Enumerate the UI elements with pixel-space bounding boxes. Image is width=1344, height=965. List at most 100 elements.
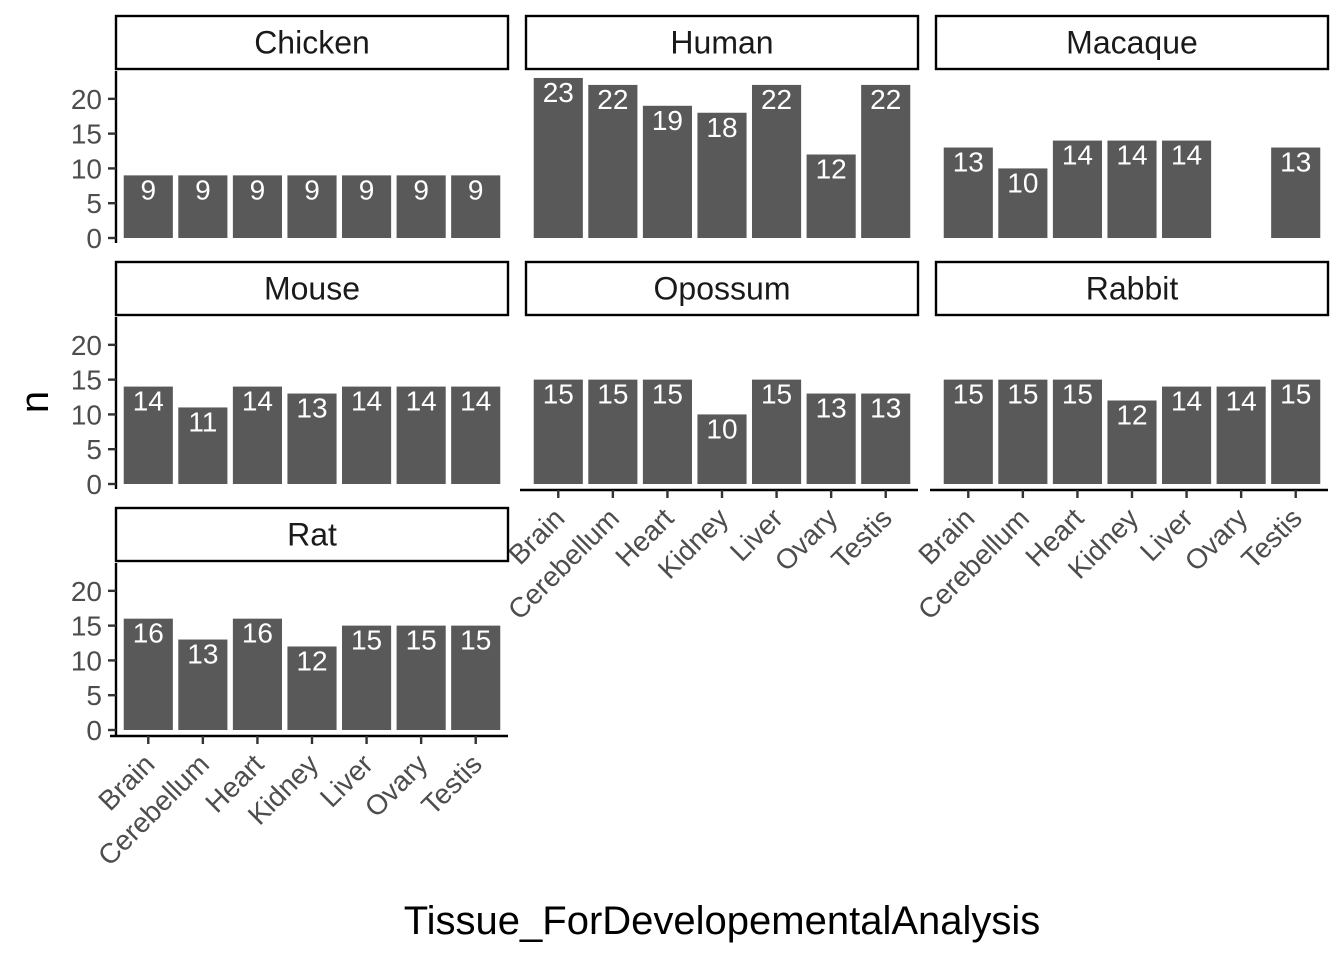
facet-strip-label-chicken: Chicken (254, 25, 370, 61)
facet-strip-label-opossum: Opossum (654, 271, 791, 307)
bar-label-chicken-cerebellum: 9 (195, 174, 211, 205)
bar-rabbit-cerebellum (998, 379, 1048, 484)
x-tick-label-opossum-testis: Testis (825, 502, 898, 575)
facet-strip-human (524, 14, 920, 71)
bar-mouse-heart (232, 386, 282, 484)
bar-label-chicken-heart: 9 (250, 174, 266, 205)
x-tick-label-rabbit-ovary: Ovary (1179, 502, 1254, 577)
facet-strip-chicken (114, 14, 510, 71)
bar-opossum-brain (533, 379, 583, 484)
bar-opossum-liver (752, 379, 802, 484)
y-tick-label-chicken-0: 0 (86, 223, 102, 254)
bar-rat-liver (342, 625, 392, 730)
bar-label-rat-liver: 15 (351, 625, 382, 656)
bar-mouse-ovary (396, 386, 446, 484)
bar-rabbit-testis (1271, 379, 1321, 484)
bar-label-rabbit-ovary: 14 (1226, 386, 1257, 417)
bar-opossum-kidney (697, 414, 747, 484)
bar-macaque-brain (943, 147, 993, 238)
x-axis-title: Tissue_ForDevelopementalAnalysis (404, 899, 1041, 943)
bar-rabbit-liver (1162, 386, 1212, 484)
bar-label-macaque-kidney: 14 (1116, 140, 1147, 171)
y-tick-label-rat-20: 20 (71, 576, 102, 607)
bar-mouse-brain (123, 386, 173, 484)
bar-macaque-cerebellum (998, 168, 1048, 238)
facet-strip-macaque (934, 14, 1330, 71)
bar-label-chicken-liver: 9 (359, 174, 375, 205)
bar-label-rabbit-kidney: 12 (1116, 400, 1147, 431)
bar-label-chicken-ovary: 9 (413, 174, 429, 205)
bar-label-opossum-heart: 15 (652, 379, 683, 410)
facet-strip-opossum (524, 260, 920, 317)
bar-label-rat-testis: 15 (460, 625, 491, 656)
bar-label-opossum-brain: 15 (543, 379, 574, 410)
bar-label-macaque-brain: 13 (953, 147, 984, 178)
bar-human-heart (642, 105, 692, 239)
bar-label-rabbit-brain: 15 (953, 379, 984, 410)
facet-strip-label-rat: Rat (287, 517, 337, 553)
y-tick-label-mouse-5: 5 (86, 434, 102, 465)
bar-rabbit-kidney (1107, 400, 1157, 484)
bar-chicken-brain (123, 175, 173, 238)
bar-rabbit-brain (943, 379, 993, 484)
bar-label-mouse-testis: 14 (460, 386, 491, 417)
bar-human-kidney (697, 112, 747, 238)
x-tick-label-rat-ovary: Ovary (359, 748, 434, 823)
bar-rabbit-heart (1052, 379, 1102, 484)
bar-label-mouse-kidney: 13 (296, 393, 327, 424)
bar-label-rat-cerebellum: 13 (187, 639, 218, 670)
bar-label-mouse-brain: 14 (133, 386, 164, 417)
bar-label-mouse-heart: 14 (242, 386, 273, 417)
bar-label-rabbit-cerebellum: 15 (1007, 379, 1038, 410)
bar-rat-brain (123, 618, 173, 730)
bar-mouse-testis (451, 386, 501, 484)
bar-mouse-liver (342, 386, 392, 484)
y-tick-label-mouse-10: 10 (71, 399, 102, 430)
bar-rabbit-ovary (1216, 386, 1266, 484)
bar-label-rabbit-testis: 15 (1280, 379, 1311, 410)
bar-label-macaque-heart: 14 (1062, 140, 1093, 171)
bar-label-opossum-ovary: 13 (816, 393, 847, 424)
y-tick-label-chicken-10: 10 (71, 153, 102, 184)
bar-chicken-testis (451, 175, 501, 238)
facet-strip-label-rabbit: Rabbit (1086, 271, 1179, 307)
bar-chicken-kidney (287, 175, 337, 238)
facet-strip-mouse (114, 260, 510, 317)
bar-label-opossum-cerebellum: 15 (597, 379, 628, 410)
bar-label-human-brain: 23 (543, 77, 574, 108)
bar-label-opossum-liver: 15 (761, 379, 792, 410)
bar-macaque-heart (1052, 140, 1102, 238)
bar-opossum-cerebellum (588, 379, 638, 484)
x-tick-label-rabbit-testis: Testis (1235, 502, 1308, 575)
bar-label-rat-ovary: 15 (406, 625, 437, 656)
bar-macaque-liver (1162, 140, 1212, 238)
bar-label-human-testis: 22 (870, 84, 901, 115)
y-tick-label-mouse-15: 15 (71, 365, 102, 396)
y-tick-label-rat-0: 0 (86, 715, 102, 746)
bar-mouse-kidney (287, 393, 337, 484)
facet-strip-rabbit (934, 260, 1330, 317)
bar-human-testis (861, 84, 911, 239)
bar-label-rabbit-heart: 15 (1062, 379, 1093, 410)
bar-chicken-cerebellum (178, 175, 228, 238)
bar-label-chicken-brain: 9 (140, 174, 156, 205)
facet-strip-label-macaque: Macaque (1066, 25, 1198, 61)
y-tick-label-rat-5: 5 (86, 680, 102, 711)
y-tick-label-chicken-15: 15 (71, 119, 102, 150)
y-tick-label-rat-15: 15 (71, 611, 102, 642)
bar-label-human-ovary: 12 (816, 154, 847, 185)
y-tick-label-chicken-5: 5 (86, 188, 102, 219)
x-tick-label-rat-testis: Testis (415, 748, 488, 821)
facet-strip-label-mouse: Mouse (264, 271, 360, 307)
bar-label-human-kidney: 18 (706, 112, 737, 143)
bar-label-rat-kidney: 12 (296, 646, 327, 677)
y-tick-label-rat-10: 10 (71, 645, 102, 676)
facet-strip-label-human: Human (670, 25, 773, 61)
x-tick-label-opossum-ovary: Ovary (769, 502, 844, 577)
bar-rat-cerebellum (178, 639, 228, 730)
bar-rat-heart (232, 618, 282, 730)
bar-label-macaque-testis: 13 (1280, 147, 1311, 178)
bar-opossum-heart (642, 379, 692, 484)
bar-label-mouse-liver: 14 (351, 386, 382, 417)
